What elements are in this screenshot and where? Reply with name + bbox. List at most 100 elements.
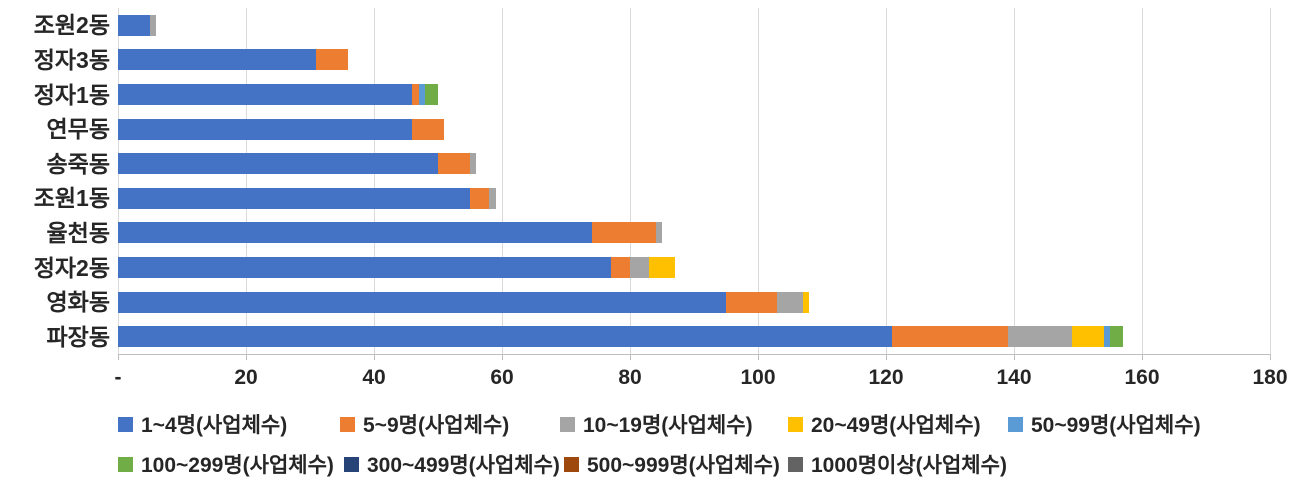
bar-segment: [118, 118, 413, 140]
bar-row: [118, 187, 496, 209]
legend-swatch: [560, 416, 575, 432]
axis-tick: [246, 354, 247, 360]
legend-swatch: [788, 456, 803, 472]
bar-segment: [150, 14, 157, 36]
legend-item: 20~49명(사업체수): [788, 412, 981, 437]
x-axis-tick-label: -: [114, 366, 122, 389]
legend-label: 300~499명(사업체수): [367, 454, 560, 477]
gridline-x-40: [374, 8, 375, 354]
bar-row: [118, 153, 477, 175]
x-axis-line: [118, 354, 1270, 355]
bar-row: [118, 118, 445, 140]
bar-segment: [610, 257, 630, 278]
bar-segment: [489, 187, 496, 209]
axis-tick: [374, 354, 375, 360]
gridline-x-60: [502, 8, 503, 354]
bar-segment: [118, 14, 150, 36]
axis-tick: [1142, 354, 1143, 360]
gridline-x-160: [1142, 8, 1143, 354]
x-axis-tick-label: 40: [362, 366, 386, 389]
bar-segment: [412, 118, 445, 140]
bar-segment: [1007, 326, 1072, 348]
x-axis-tick-label: 120: [868, 366, 904, 389]
x-axis-tick-label: 60: [490, 366, 514, 389]
legend-swatch: [344, 456, 359, 472]
legend-label: 100~299명(사업체수): [141, 454, 334, 477]
y-axis-label: 송죽동: [46, 150, 110, 177]
legend-item: 500~999명(사업체수): [564, 452, 780, 477]
bar-row: [118, 291, 810, 313]
x-axis-tick-label: 20: [234, 366, 258, 389]
legend-label: 1000명이상(사업체수): [811, 454, 1007, 477]
bar-segment: [892, 326, 1008, 348]
legend-swatch: [118, 416, 133, 432]
legend-item: 50~99명(사업체수): [1008, 412, 1201, 437]
bar-segment: [470, 187, 490, 209]
legend-label: 500~999명(사업체수): [587, 454, 780, 477]
bar-row: [118, 84, 438, 105]
bar-segment: [1109, 326, 1123, 348]
legend-swatch: [564, 456, 579, 472]
bar-row: [118, 257, 675, 278]
bar-segment: [1071, 326, 1104, 348]
axis-tick: [886, 354, 887, 360]
gridline-x-140: [1014, 8, 1015, 354]
bar-row: [118, 14, 157, 36]
legend-label: 50~99명(사업체수): [1031, 414, 1201, 437]
bar-segment: [118, 326, 893, 348]
y-axis-label: 정자1동: [33, 81, 110, 108]
bar-segment: [118, 257, 611, 278]
bar-segment: [726, 291, 778, 313]
axis-tick: [758, 354, 759, 360]
y-axis-label: 조원2동: [33, 12, 110, 39]
axis-tick: [1270, 354, 1271, 360]
legend-label: 20~49명(사업체수): [811, 414, 981, 437]
legend-item: 300~499명(사업체수): [344, 452, 560, 477]
axis-tick: [1014, 354, 1015, 360]
y-axis-label: 정자3동: [33, 46, 110, 73]
bar-segment: [438, 153, 470, 175]
gridline-x-0: [118, 8, 119, 354]
bar-segment: [118, 153, 438, 175]
bar-segment: [655, 222, 662, 244]
bar-segment: [118, 49, 317, 71]
gridline-x-180: [1270, 8, 1271, 354]
gridline-x-80: [630, 8, 631, 354]
legend-item: 10~19명(사업체수): [560, 412, 753, 437]
legend-swatch: [118, 456, 133, 472]
bar-segment: [802, 291, 810, 313]
bar-segment: [425, 84, 438, 105]
axis-tick: [630, 354, 631, 360]
bar-row: [118, 49, 349, 71]
bar-segment: [649, 257, 675, 278]
legend-item: 100~299명(사업체수): [118, 452, 334, 477]
y-axis-label: 파장동: [46, 323, 110, 350]
bar-segment: [412, 84, 419, 105]
x-axis-tick-label: 180: [1252, 366, 1288, 389]
y-axis-label: 율천동: [46, 219, 110, 246]
bar-segment: [118, 84, 413, 105]
bar-segment: [777, 291, 803, 313]
gridline-x-100: [758, 8, 759, 354]
bar-segment: [118, 291, 726, 313]
bar-segment: [629, 257, 650, 278]
y-axis-label: 연무동: [46, 116, 110, 143]
x-axis-tick-label: 100: [740, 366, 776, 389]
axis-tick: [502, 354, 503, 360]
bar-segment: [418, 84, 426, 105]
legend-label: 10~19명(사업체수): [583, 414, 753, 437]
legend-item: 5~9명(사업체수): [340, 412, 509, 437]
legend-item: 1~4명(사업체수): [118, 412, 287, 437]
bar-segment: [316, 49, 349, 71]
legend-item: 1000명이상(사업체수): [788, 452, 1007, 477]
x-axis-tick-label: 80: [618, 366, 642, 389]
legend-swatch: [788, 416, 803, 432]
gridline-x-20: [246, 8, 247, 354]
axis-tick: [118, 354, 119, 360]
bar-row: [118, 222, 662, 244]
x-axis-tick-label: 140: [996, 366, 1032, 389]
bar-segment: [591, 222, 656, 244]
legend-swatch: [340, 416, 355, 432]
legend-swatch: [1008, 416, 1023, 432]
